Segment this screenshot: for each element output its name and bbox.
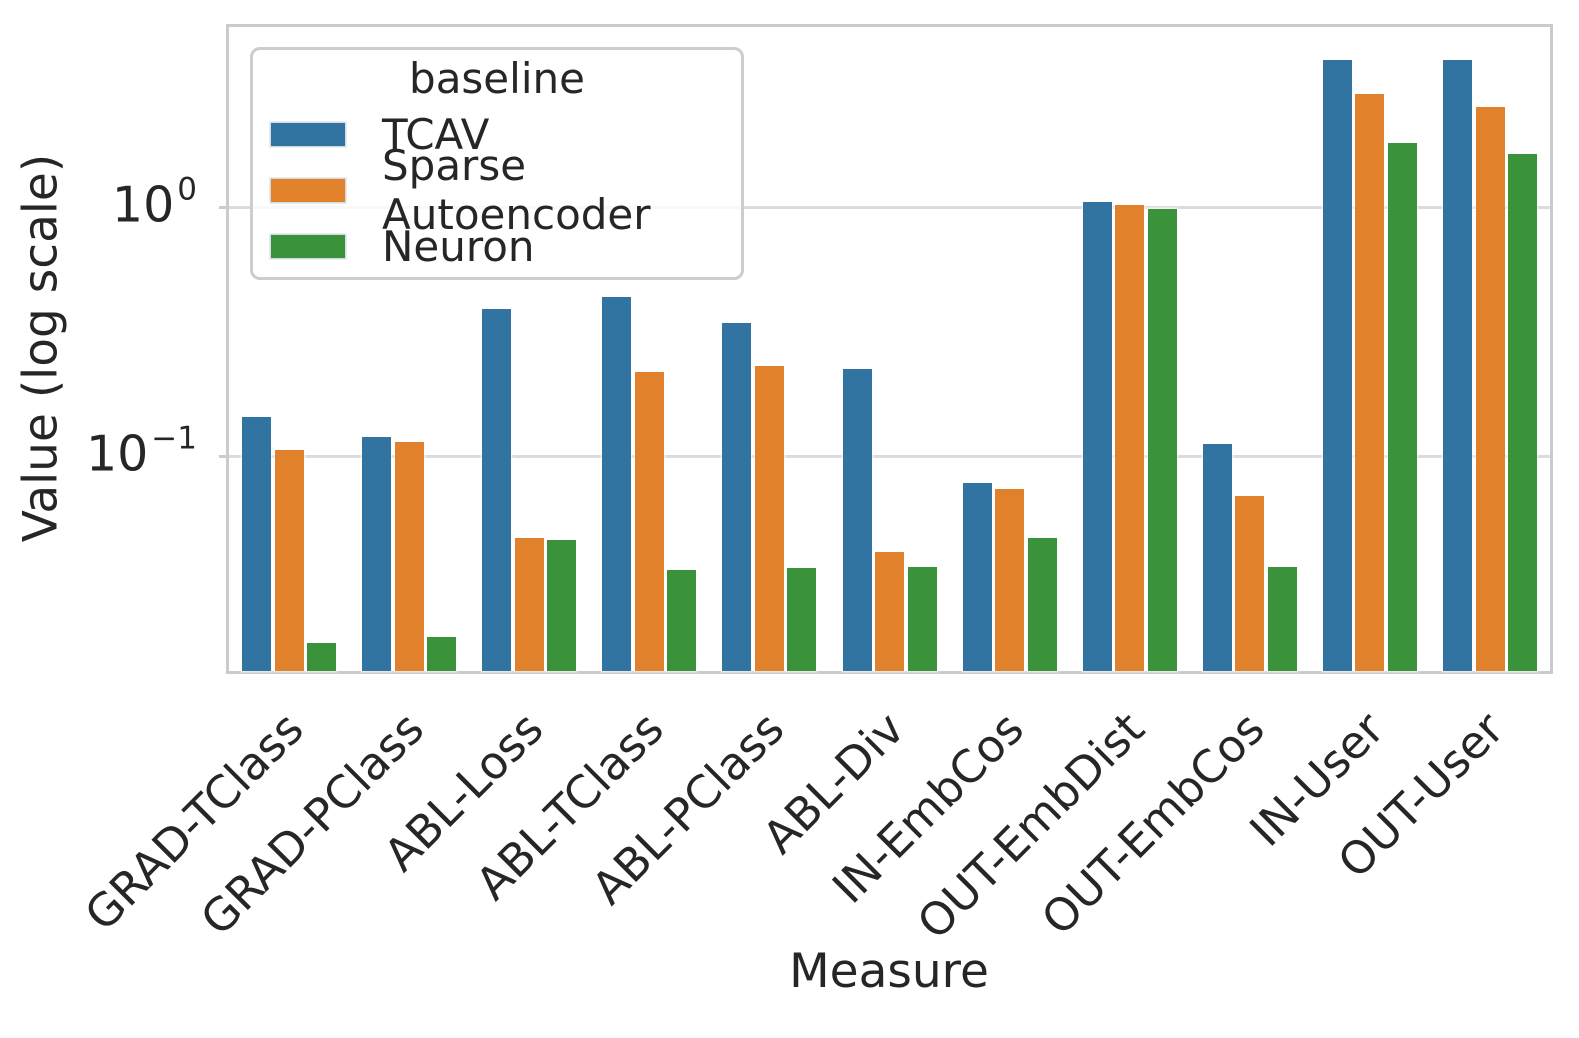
legend-item-neuron: Neuron: [253, 218, 741, 274]
legend: baseline TCAV Sparse Autoencoder Neuron: [250, 47, 744, 280]
plot-area: baseline TCAV Sparse Autoencoder Neuron: [226, 24, 1553, 674]
bar-sparse-autoencoder-abl-tclass: [634, 371, 664, 671]
bar-neuron-grad-tclass: [307, 643, 336, 671]
legend-item-tcav: TCAV: [253, 106, 741, 162]
bar-sparse-autoencoder-grad-tclass: [274, 449, 304, 671]
bar-tcav-grad-tclass: [242, 416, 271, 671]
bar-neuron-in-embcos: [1027, 537, 1057, 671]
y-tick-exponent: −1: [151, 420, 197, 457]
gridline-10e0: [229, 205, 1550, 209]
bar-tcav-out-embcos: [1202, 443, 1232, 671]
y-tick-label-1e0: 100: [112, 174, 197, 230]
bar-tcav-abl-loss: [482, 308, 512, 671]
bar-tcav-abl-pclass: [722, 322, 752, 671]
legend-title: baseline: [409, 53, 585, 103]
bar-neuron-abl-div: [907, 567, 937, 671]
bar-sparse-autoencoder-out-user: [1475, 107, 1505, 671]
x-axis-title: Measure: [789, 944, 989, 999]
bar-neuron-abl-tclass: [667, 569, 697, 671]
y-tick-label-1e-1: 10−1: [86, 423, 197, 479]
y-tick-mark-1e-1: [219, 454, 229, 458]
bar-neuron-abl-pclass: [787, 568, 817, 671]
legend-label-tcav: TCAV: [382, 109, 490, 159]
bar-neuron-abl-loss: [547, 540, 577, 671]
legend-swatch-tcav: [271, 122, 345, 146]
bar-neuron-out-user: [1508, 154, 1537, 671]
y-tick-base: 10: [111, 176, 175, 234]
y-axis-title: Value (log scale): [13, 153, 69, 543]
bar-neuron-grad-pclass: [427, 637, 457, 671]
bar-tcav-in-embcos: [962, 482, 992, 671]
bar-tcav-out-user: [1443, 59, 1472, 671]
bar-tcav-grad-pclass: [362, 437, 392, 671]
bar-sparse-autoencoder-abl-loss: [514, 537, 544, 671]
bar-sparse-autoencoder-abl-div: [875, 551, 904, 671]
bar-tcav-abl-div: [842, 368, 872, 671]
bar-sparse-autoencoder-out-embdist: [1115, 204, 1145, 671]
y-tick-base: 10: [85, 425, 149, 483]
legend-swatch-neuron: [271, 234, 345, 258]
bar-sparse-autoencoder-abl-pclass: [754, 365, 784, 671]
bar-tcav-in-user: [1322, 59, 1352, 671]
legend-label-sparse-autoencoder: Sparse Autoencoder: [382, 141, 651, 239]
legend-swatch-sparse-autoencoder: [271, 178, 345, 202]
bar-neuron-in-user: [1387, 142, 1417, 671]
legend-label-neuron: Neuron: [382, 221, 535, 271]
bar-sparse-autoencoder-in-embcos: [995, 489, 1025, 671]
bar-neuron-out-embdist: [1147, 208, 1177, 671]
gridline-10e−1: [229, 454, 1550, 458]
legend-item-sparse-autoencoder: Sparse Autoencoder: [253, 141, 741, 239]
bar-sparse-autoencoder-out-embcos: [1235, 496, 1265, 671]
bar-tcav-abl-tclass: [602, 297, 632, 671]
bar-tcav-out-embdist: [1082, 201, 1112, 671]
y-tick-exponent: 0: [177, 171, 197, 208]
bar-sparse-autoencoder-grad-pclass: [394, 441, 424, 671]
bar-sparse-autoencoder-in-user: [1355, 94, 1385, 671]
y-tick-mark-1e0: [219, 205, 229, 209]
bar-neuron-out-embcos: [1267, 567, 1297, 671]
